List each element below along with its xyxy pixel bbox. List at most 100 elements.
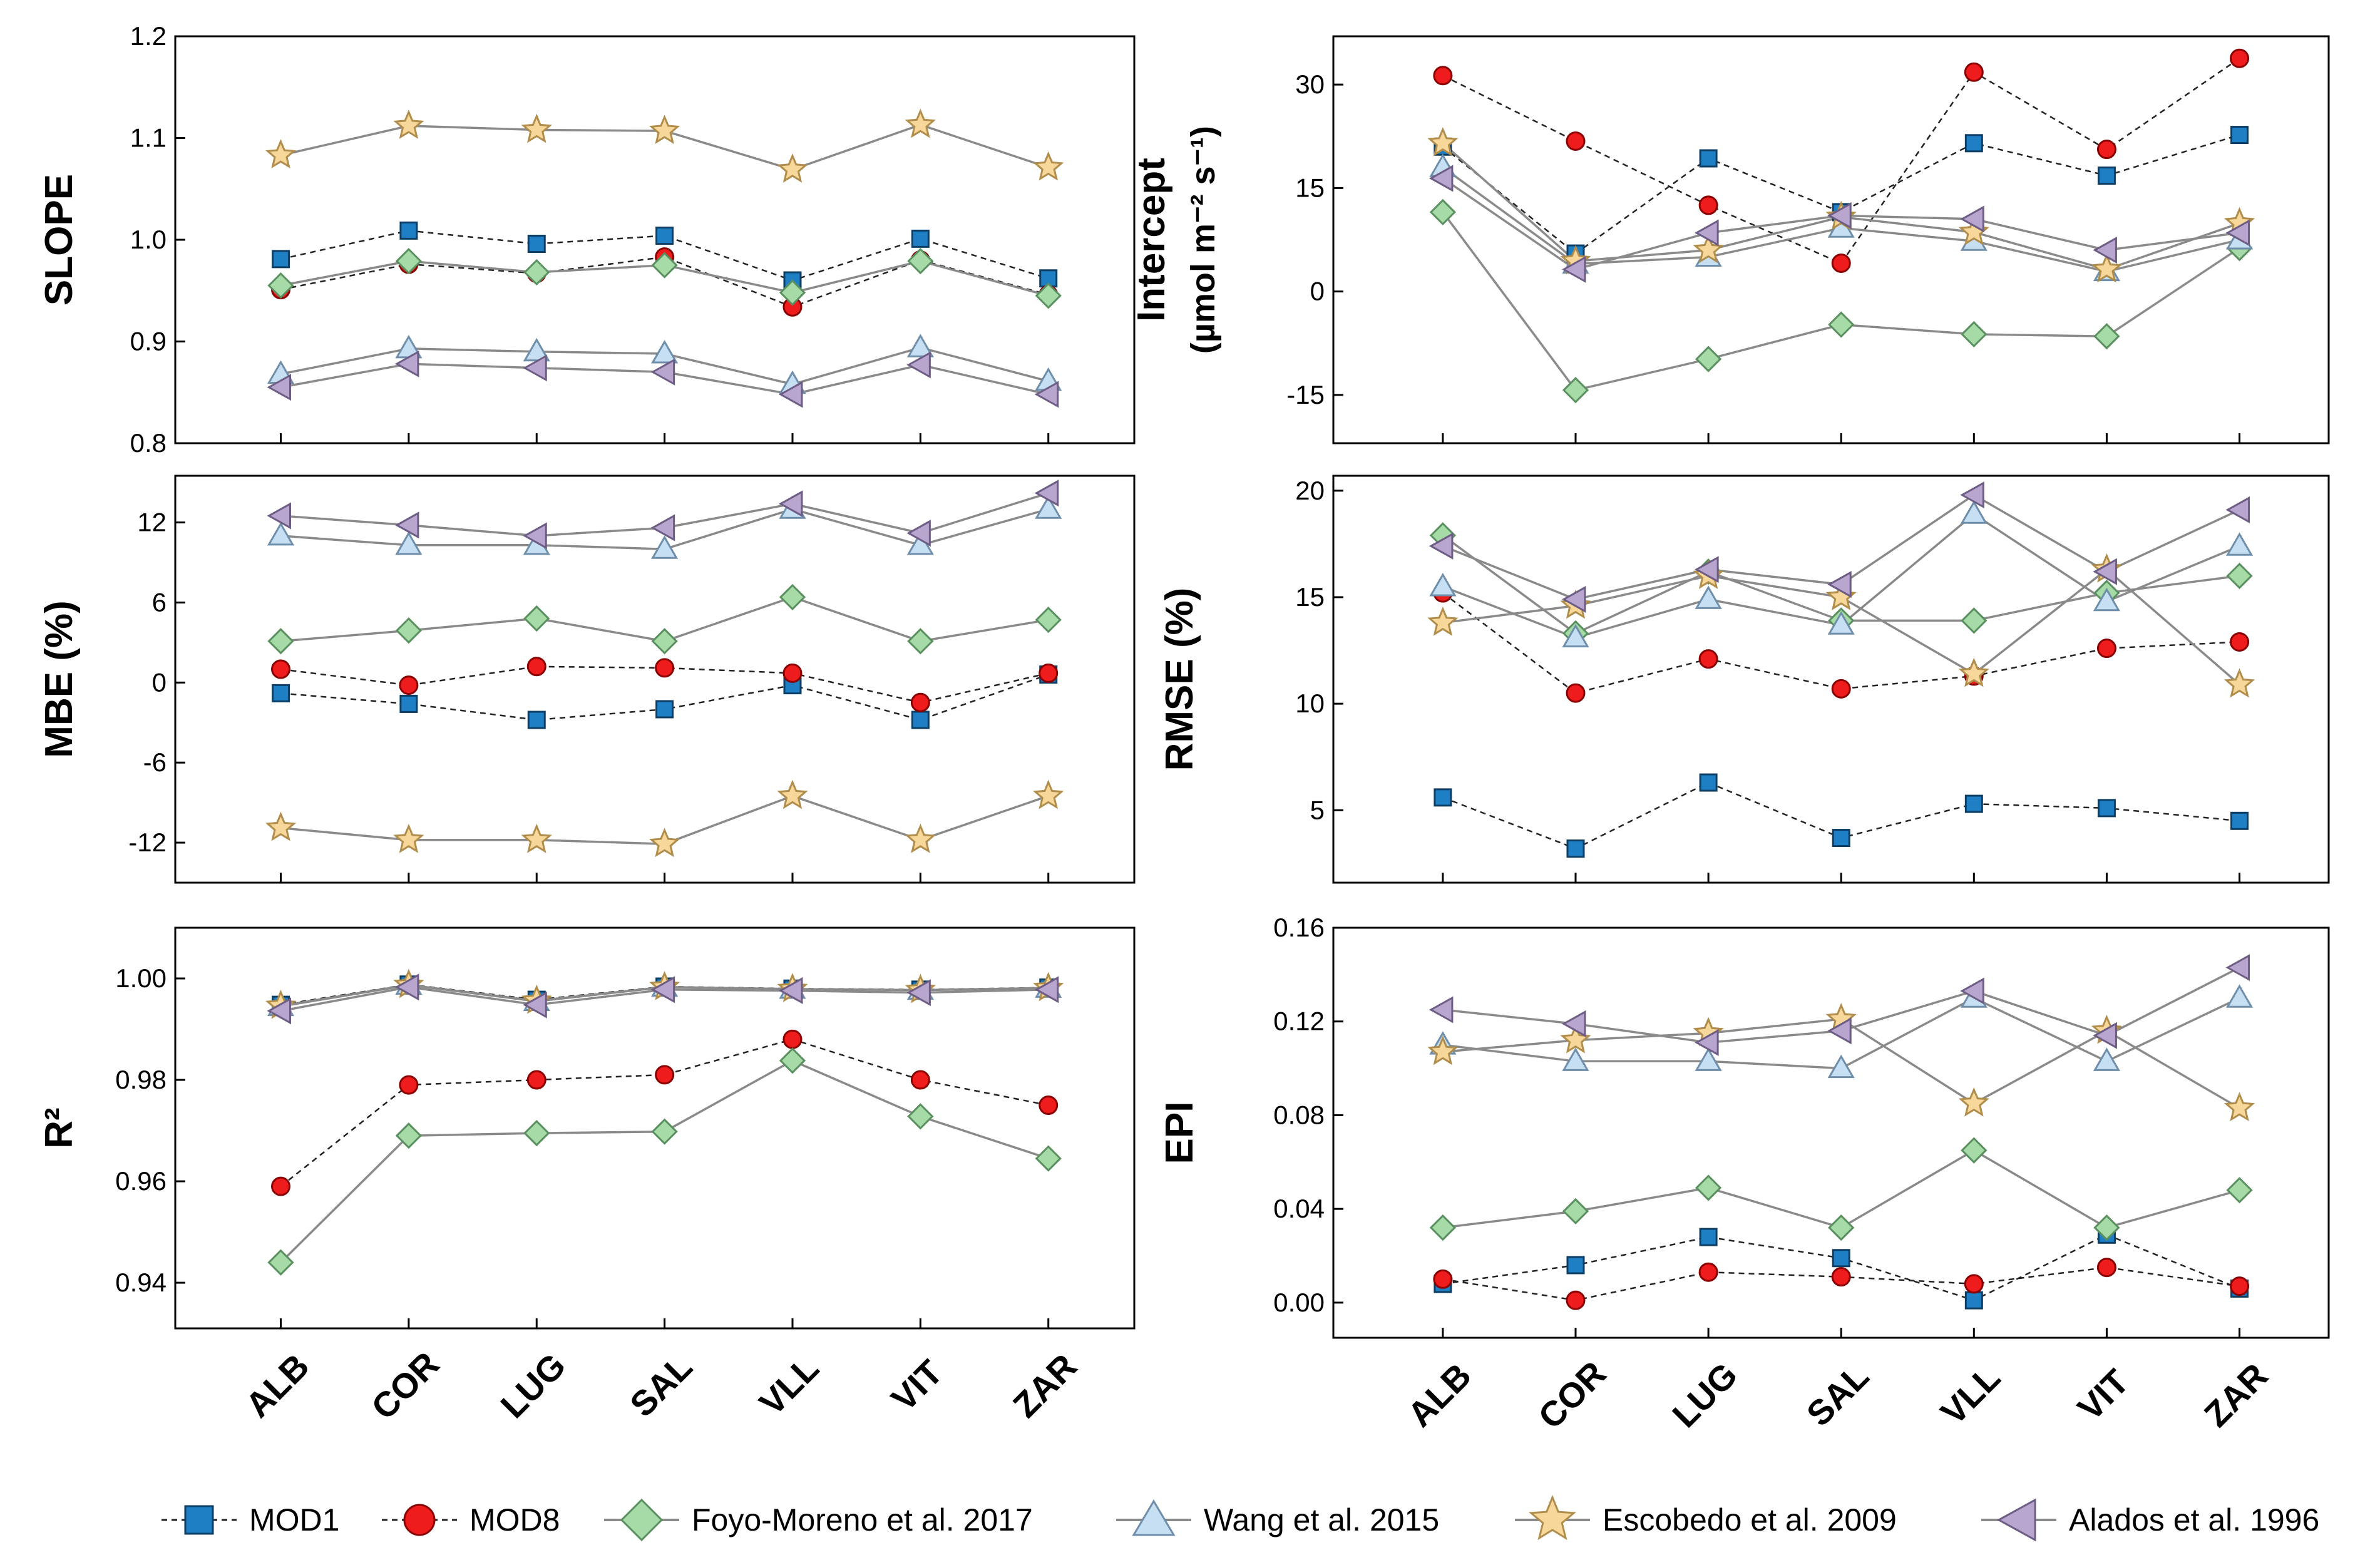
data-point-mod1 — [655, 227, 674, 245]
data-point-wang-et-al-2015 — [1695, 1047, 1722, 1071]
data-point-mod8 — [910, 1070, 930, 1090]
data-point-alados-et-al-1996 — [523, 522, 547, 550]
series-line-mod8 — [280, 1038, 1049, 1188]
data-point-foyo-moreno-et-al-2017 — [395, 1122, 423, 1149]
plot-frame — [174, 926, 1136, 1330]
data-point-escobedo-et-al-2009 — [521, 113, 552, 143]
data-point-escobedo-et-al-2009 — [905, 823, 936, 853]
data-point-wang-et-al-2015 — [1562, 1047, 1589, 1071]
y-tick-label: 10 — [1295, 689, 1325, 718]
data-point-wang-et-al-2015 — [1827, 611, 1855, 635]
data-point-mod1 — [1964, 1291, 1983, 1310]
data-point-alados-et-al-1996 — [650, 358, 675, 386]
data-point-alados-et-al-1996 — [267, 997, 292, 1025]
plot-frame — [174, 35, 1136, 444]
x-tick-label: COR — [364, 1344, 447, 1427]
data-point-wang-et-al-2015 — [1562, 623, 1589, 648]
data-point-alados-et-al-1996 — [1561, 585, 1586, 613]
data-point-foyo-moreno-et-al-2017 — [267, 1249, 294, 1276]
data-point-alados-et-al-1996 — [1960, 481, 1984, 509]
data-point-alados-et-al-1996 — [394, 350, 419, 377]
data-point-mod8 — [2230, 1276, 2250, 1296]
x-tick-label: ALB — [1400, 1355, 1479, 1434]
data-point-escobedo-et-al-2009 — [649, 828, 680, 858]
data-point-escobedo-et-al-2009 — [649, 115, 680, 145]
data-point-mod8 — [399, 1075, 419, 1095]
data-point-foyo-moreno-et-al-2017 — [1695, 1174, 1722, 1201]
data-point-mod8 — [399, 675, 419, 695]
y-tick-label: 0 — [152, 667, 167, 697]
data-point-mod8 — [2096, 639, 2116, 659]
data-point-mod8 — [1566, 1290, 1586, 1310]
data-point-foyo-moreno-et-al-2017 — [1695, 346, 1722, 372]
x-tick-label: VIT — [883, 1352, 950, 1419]
data-point-wang-et-al-2015 — [1695, 585, 1722, 609]
data-point-mod8 — [1698, 195, 1718, 215]
y-tick-label: 0.94 — [115, 1268, 167, 1297]
data-point-mod8 — [655, 1065, 675, 1085]
x-tick-label: VLL — [752, 1348, 826, 1423]
data-point-alados-et-al-1996 — [1561, 255, 1586, 283]
data-point-alados-et-al-1996 — [1429, 996, 1454, 1024]
data-point-alados-et-al-1996 — [1827, 571, 1852, 598]
data-point-wang-et-al-2015 — [1035, 495, 1062, 519]
data-point-alados-et-al-1996 — [650, 514, 675, 541]
x-tick-label: COR — [1531, 1353, 1614, 1437]
data-point-mod1 — [1699, 1228, 1718, 1246]
y-tick-label: 0.16 — [1273, 913, 1325, 942]
legend-label: MOD1 — [249, 1502, 339, 1537]
y-tick-label: 1.00 — [115, 963, 167, 993]
data-point-mod8 — [2096, 1258, 2116, 1278]
legend-item-escobedo-et-al-2009: Escobedo et al. 2009 — [1515, 1495, 1897, 1541]
data-point-mod8 — [526, 1070, 546, 1090]
data-point-alados-et-al-1996 — [1561, 1010, 1586, 1038]
data-point-mod1 — [2230, 811, 2249, 830]
data-point-alados-et-al-1996 — [778, 381, 803, 408]
data-point-foyo-moreno-et-al-2017 — [651, 628, 678, 655]
data-point-alados-et-al-1996 — [1429, 165, 1454, 192]
data-point-foyo-moreno-et-al-2017 — [395, 248, 423, 275]
data-point-foyo-moreno-et-al-2017 — [2226, 562, 2253, 590]
data-point-alados-et-al-1996 — [1827, 202, 1852, 229]
data-point-wang-et-al-2015 — [1960, 500, 1988, 524]
data-point-mod8 — [526, 657, 546, 677]
data-point-wang-et-al-2015 — [1827, 1054, 1855, 1079]
data-point-escobedo-et-al-2009 — [265, 811, 297, 841]
data-point-alados-et-al-1996 — [267, 502, 292, 530]
data-point-mod8 — [1433, 66, 1453, 86]
y-tick-label: 1.1 — [130, 123, 167, 153]
legend-marker — [184, 1505, 214, 1535]
data-point-alados-et-al-1996 — [1695, 219, 1719, 247]
data-point-escobedo-et-al-2009 — [777, 153, 808, 183]
legend-item-mod1: MOD1 — [162, 1502, 339, 1537]
y-tick-label: 0.96 — [115, 1166, 167, 1196]
data-point-alados-et-al-1996 — [1429, 532, 1454, 560]
data-point-alados-et-al-1996 — [1034, 976, 1059, 1003]
y-tick-label: 1.0 — [130, 225, 167, 254]
data-point-mod8 — [2230, 48, 2250, 68]
legend: MOD1 MOD8 Foyo-Moreno et al. 2017 Wang et a… — [162, 1495, 2319, 1542]
data-point-foyo-moreno-et-al-2017 — [651, 1118, 678, 1145]
data-point-mod1 — [911, 229, 930, 248]
data-point-alados-et-al-1996 — [523, 354, 547, 382]
data-point-alados-et-al-1996 — [1960, 205, 1984, 233]
data-point-mod8 — [910, 692, 930, 712]
legend-label: MOD8 — [469, 1502, 560, 1537]
data-point-escobedo-et-al-2009 — [521, 823, 552, 853]
data-point-alados-et-al-1996 — [2093, 558, 2117, 585]
data-point-alados-et-al-1996 — [2093, 1022, 2117, 1049]
data-point-alados-et-al-1996 — [906, 979, 931, 1007]
data-point-escobedo-et-al-2009 — [1427, 126, 1459, 157]
data-point-escobedo-et-al-2009 — [1033, 151, 1064, 181]
data-point-foyo-moreno-et-al-2017 — [1035, 607, 1062, 634]
data-point-foyo-moreno-et-al-2017 — [1961, 321, 1988, 348]
y-tick-label: 0.04 — [1273, 1194, 1325, 1223]
data-point-wang-et-al-2015 — [2093, 587, 2121, 612]
y-axis-label: SLOPE — [38, 174, 81, 305]
y-tick-label: 6 — [152, 587, 167, 617]
data-point-escobedo-et-al-2009 — [1033, 779, 1064, 809]
data-point-mod8 — [2096, 140, 2116, 160]
data-point-escobedo-et-al-2009 — [1427, 1035, 1459, 1065]
data-point-alados-et-al-1996 — [1034, 381, 1059, 408]
data-point-foyo-moreno-et-al-2017 — [523, 1119, 550, 1147]
